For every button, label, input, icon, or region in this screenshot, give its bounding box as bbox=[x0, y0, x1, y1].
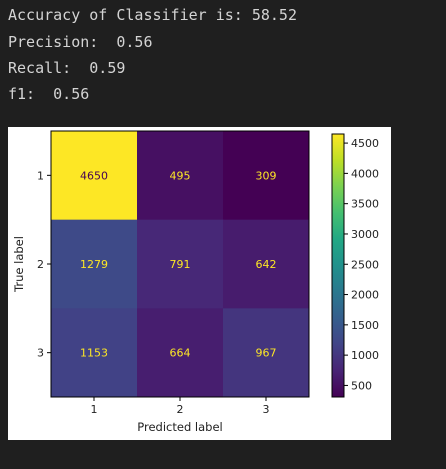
colorbar-tick-label: 3500 bbox=[351, 198, 379, 211]
recall-line: Recall: 0.59 bbox=[8, 59, 126, 77]
y-tick-label: 1 bbox=[37, 169, 44, 182]
matrix-cell bbox=[51, 219, 138, 309]
matrix-cell bbox=[223, 131, 310, 221]
matrix-cell-labels: 4650 495 309 1279 791 642 1153 664 967 bbox=[80, 169, 277, 359]
colorbar bbox=[331, 133, 345, 398]
matrix-cell bbox=[137, 308, 224, 398]
matrix-cell-value: 4650 bbox=[80, 169, 108, 182]
matrix-cell-value: 967 bbox=[256, 347, 277, 360]
matrix-cell bbox=[223, 308, 310, 398]
y-axis-label: True label bbox=[12, 236, 26, 293]
matrix-cell-value: 309 bbox=[256, 169, 277, 182]
x-axis-label: Predicted label bbox=[137, 420, 222, 434]
x-tick-label: 2 bbox=[177, 403, 184, 416]
x-axis-ticks: 1 2 3 bbox=[91, 397, 270, 416]
precision-line: Precision: 0.56 bbox=[8, 33, 153, 51]
confusion-matrix-chart: 4650 495 309 1279 791 642 1153 664 967 1 2 3 1 2 3 P… bbox=[12, 130, 379, 434]
matrix-cell-value: 664 bbox=[170, 347, 191, 360]
matrix-cell-value: 495 bbox=[170, 169, 191, 182]
matrix-cell-value: 1153 bbox=[80, 347, 108, 360]
f1-line: f1: 0.56 bbox=[8, 85, 90, 103]
matrix-cell bbox=[223, 219, 310, 309]
x-tick-label: 3 bbox=[263, 403, 270, 416]
colorbar-ticks: 500 1000 1500 2000 2500 3000 3500 4000 4500 bbox=[344, 137, 379, 392]
colorbar-tick-label: 1000 bbox=[351, 349, 379, 362]
colorbar-tick-label: 4500 bbox=[351, 137, 379, 150]
x-tick-label: 1 bbox=[91, 403, 98, 416]
y-tick-label: 2 bbox=[37, 258, 44, 271]
matrix-cell-value: 791 bbox=[170, 258, 191, 271]
colorbar-tick-label: 2500 bbox=[351, 258, 379, 271]
matrix-cell bbox=[51, 131, 138, 221]
y-axis-ticks: 1 2 3 bbox=[37, 169, 51, 360]
y-tick-label: 3 bbox=[37, 347, 44, 360]
colorbar-tick-label: 4000 bbox=[351, 167, 379, 180]
matrix-cell-value: 1279 bbox=[80, 258, 108, 271]
matrix-cell bbox=[51, 308, 138, 398]
matrix-cell-value: 642 bbox=[256, 258, 277, 271]
colorbar-tick-label: 500 bbox=[351, 379, 372, 392]
colorbar-tick-label: 3000 bbox=[351, 228, 379, 241]
matrix-cells bbox=[51, 131, 310, 398]
matrix-cell bbox=[137, 219, 224, 309]
colorbar-tick-label: 2000 bbox=[351, 289, 379, 302]
accuracy-line: Accuracy of Classifier is: 58.52 bbox=[8, 6, 297, 24]
matrix-cell bbox=[137, 131, 224, 221]
colorbar-tick-label: 1500 bbox=[351, 319, 379, 332]
confusion-matrix-figure: 4650 495 309 1279 791 642 1153 664 967 1 2 3 1 2 3 P… bbox=[8, 127, 391, 440]
